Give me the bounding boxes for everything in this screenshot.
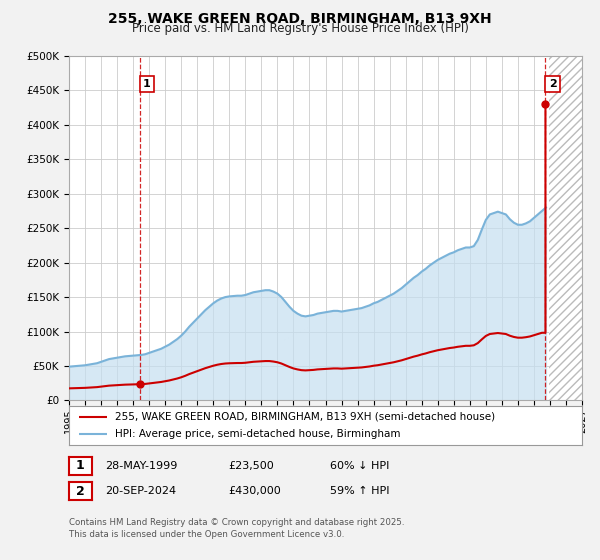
Text: HPI: Average price, semi-detached house, Birmingham: HPI: Average price, semi-detached house,… <box>115 429 401 439</box>
Text: 20-SEP-2024: 20-SEP-2024 <box>105 486 176 496</box>
Text: £430,000: £430,000 <box>228 486 281 496</box>
Text: 59% ↑ HPI: 59% ↑ HPI <box>330 486 389 496</box>
Text: 1: 1 <box>143 79 151 89</box>
Text: Contains HM Land Registry data © Crown copyright and database right 2025.
This d: Contains HM Land Registry data © Crown c… <box>69 518 404 539</box>
Text: £23,500: £23,500 <box>228 461 274 471</box>
Text: 60% ↓ HPI: 60% ↓ HPI <box>330 461 389 471</box>
Text: 255, WAKE GREEN ROAD, BIRMINGHAM, B13 9XH (semi-detached house): 255, WAKE GREEN ROAD, BIRMINGHAM, B13 9X… <box>115 412 495 422</box>
Text: 2: 2 <box>76 484 85 498</box>
Text: 2: 2 <box>548 79 556 89</box>
Text: 255, WAKE GREEN ROAD, BIRMINGHAM, B13 9XH: 255, WAKE GREEN ROAD, BIRMINGHAM, B13 9X… <box>108 12 492 26</box>
Text: 1: 1 <box>76 459 85 473</box>
Text: 28-MAY-1999: 28-MAY-1999 <box>105 461 178 471</box>
Text: Price paid vs. HM Land Registry's House Price Index (HPI): Price paid vs. HM Land Registry's House … <box>131 22 469 35</box>
